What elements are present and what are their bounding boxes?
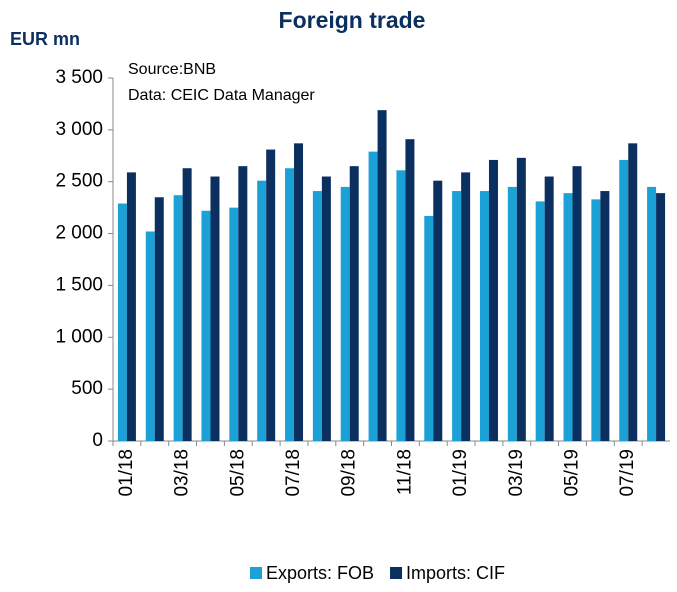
bar [461,172,471,441]
bar [377,110,387,441]
y-tick-label: 0 [92,430,103,451]
bar [238,166,248,441]
bar [257,180,267,442]
bar [647,186,657,441]
bar [452,191,462,441]
y-tick-label: 3 500 [55,67,103,88]
y-tick-label: 500 [71,378,103,399]
x-tick-label: 07/18 [283,449,304,497]
annotation: Data: CEIC Data Manager [128,87,315,104]
x-tick-label: 05/19 [562,449,583,497]
bar [535,201,545,441]
bar [628,143,638,441]
x-tick-label: 07/19 [617,449,638,497]
legend-swatch [390,567,403,579]
bar [516,157,526,442]
bar [173,195,183,441]
bar [405,139,415,442]
bar [312,191,322,441]
y-axis-label: EUR mn [10,29,80,49]
x-tick-label: 01/19 [450,449,471,497]
legend-swatch [250,567,262,579]
y-tick-label: 2 000 [55,223,103,244]
bar [229,207,239,441]
y-tick-label: 2 500 [55,171,103,192]
bar [591,199,601,441]
bar [145,231,155,441]
bar [479,191,489,441]
x-tick-label: 01/18 [116,449,137,497]
bar [433,180,443,442]
annotation: Source:BNB [128,61,216,78]
bar [117,203,127,441]
legend-label: Imports: CIF [406,563,505,583]
bar [154,197,164,441]
x-tick-label: 03/18 [172,449,193,497]
bar [488,159,498,442]
bar [349,166,359,441]
bar [321,176,331,441]
bar [368,151,378,441]
x-tick-label: 05/18 [227,449,248,497]
legend-label: Exports: FOB [266,563,374,583]
bar [619,159,629,442]
bar [563,193,573,441]
bar [656,193,666,441]
chart-title: Foreign trade [279,7,426,33]
bar [340,186,350,441]
bar [544,176,554,441]
y-tick-label: 1 500 [55,274,103,295]
bar [126,172,136,441]
bar [182,168,192,441]
bar [201,210,211,441]
bar [285,168,295,441]
x-tick-label: 11/18 [394,449,415,495]
bar [600,191,610,441]
bar [210,176,220,441]
x-tick-label: 03/19 [506,449,527,497]
bar [507,186,517,441]
bar [266,149,276,441]
y-tick-label: 3 000 [55,119,103,140]
x-tick-label: 09/18 [339,449,360,497]
y-tick-label: 1 000 [55,326,103,347]
bar [294,143,304,441]
bar [424,215,434,441]
bar [396,170,406,441]
bar [572,166,582,441]
